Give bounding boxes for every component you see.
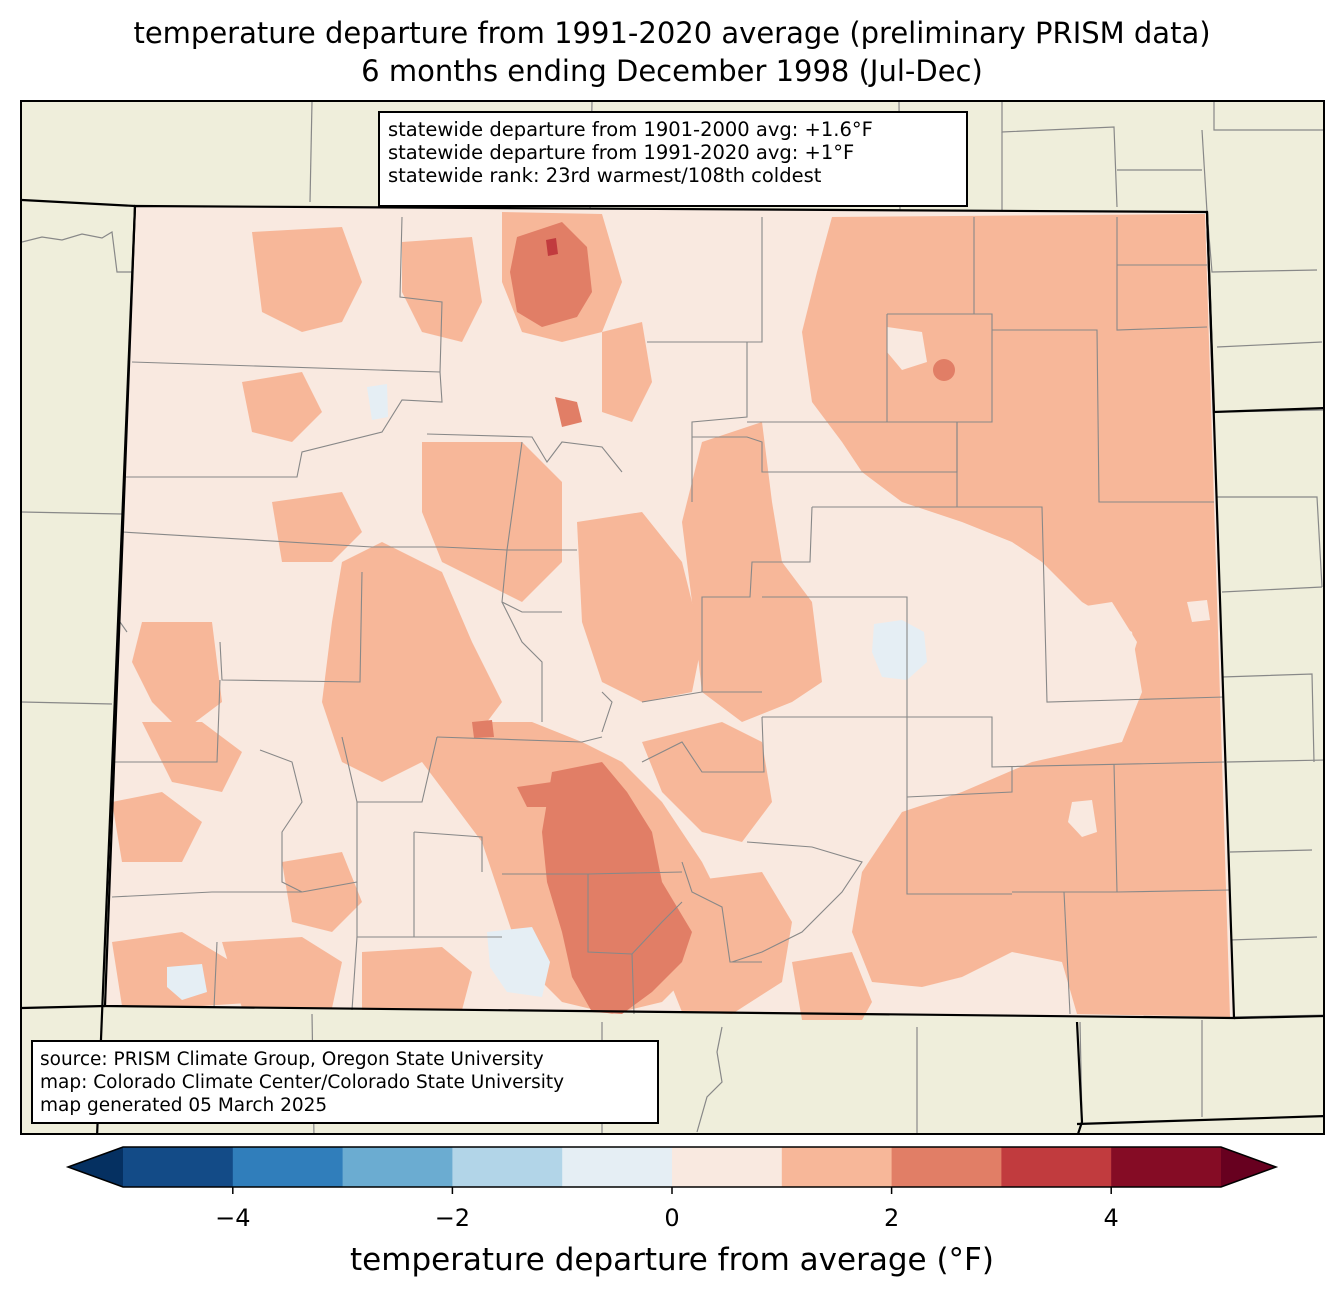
colorbar-bin: [123, 1147, 234, 1187]
stats-line-1991-2020: statewide departure from 1991-2020 avg: …: [388, 141, 855, 164]
colorbar-bin: [1001, 1147, 1112, 1187]
source-line-prism: source: PRISM Climate Group, Oregon Stat…: [40, 1049, 544, 1070]
county-boundaries: [111, 216, 1231, 1015]
state-boundaries: [22, 198, 1323, 1133]
map-panel: [20, 100, 1325, 1135]
colorbar-bin: [232, 1147, 344, 1187]
colorbar-tick-label: 2: [883, 1204, 900, 1232]
colorbar-bin: [781, 1147, 893, 1187]
colorbar-bin: [562, 1147, 673, 1187]
band-3-to-4: [546, 238, 558, 256]
colorbar-under-arrow: [68, 1147, 123, 1187]
statewide-stats-box: statewide departure from 1901-2000 avg: …: [378, 111, 968, 207]
source-box: source: PRISM Climate Group, Oregon Stat…: [31, 1040, 659, 1124]
colorbar: [65, 1146, 1279, 1194]
colorbar-outline: [65, 1146, 1279, 1188]
colorbar-bin: [891, 1147, 1002, 1187]
band-0-to-1-inner: [887, 327, 1210, 837]
colorbar-tick-label: 4: [1103, 1204, 1119, 1232]
band-neg1-to-0: [167, 384, 927, 1000]
colorbar-bin: [342, 1147, 453, 1187]
stats-line-rank: statewide rank: 23rd warmest/108th colde…: [388, 164, 822, 187]
colorbar-bins: [123, 1147, 1222, 1187]
colorbar-bin: [672, 1147, 783, 1187]
colorbar-over-arrow: [1221, 1147, 1276, 1187]
map-title-line1: temperature departure from 1991-2020 ave…: [133, 16, 1211, 50]
colorado-map: [22, 102, 1323, 1133]
colorbar-tick-label: 0: [664, 1204, 680, 1232]
source-line-generated: map generated 05 March 2025: [40, 1095, 328, 1116]
colorbar-tick-label: −4: [215, 1204, 251, 1232]
band-2-to-3: [472, 222, 955, 1014]
colorbar-label: temperature departure from average (°F): [350, 1242, 994, 1278]
colorbar-ticks: [232, 1187, 1112, 1194]
source-line-map: map: Colorado Climate Center/Colorado St…: [40, 1072, 565, 1093]
map-title-line2: 6 months ending December 1998 (Jul-Dec): [361, 54, 983, 88]
colorbar-bin: [452, 1147, 563, 1187]
colorbar-bin: [1111, 1147, 1222, 1187]
colorbar-tick-label: −2: [434, 1204, 471, 1232]
stats-line-1901-2000: statewide departure from 1901-2000 avg: …: [388, 118, 873, 141]
